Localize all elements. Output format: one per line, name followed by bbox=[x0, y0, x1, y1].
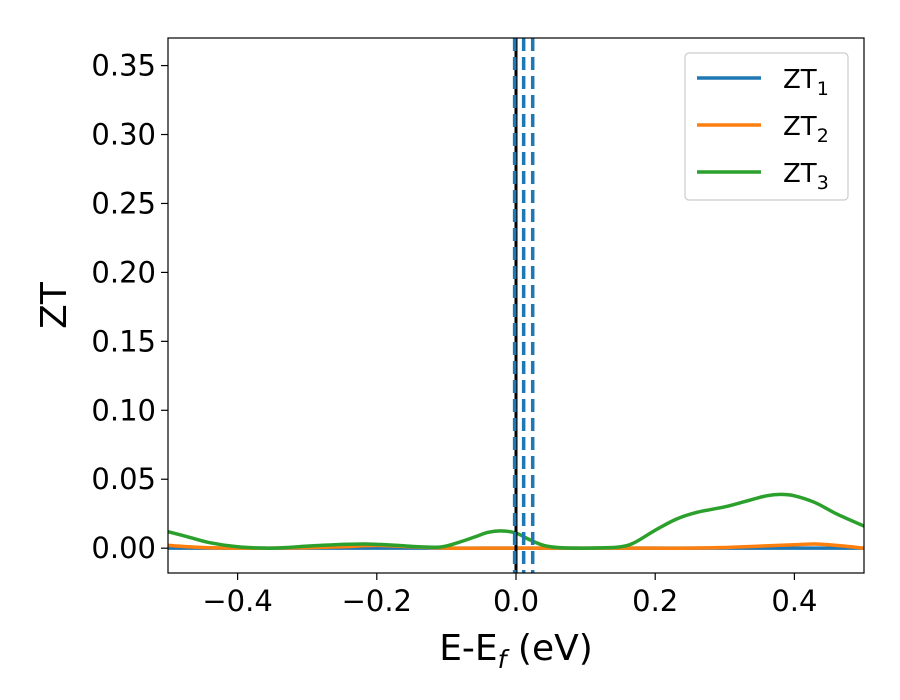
x-tick-label: 0.4 bbox=[771, 584, 817, 618]
legend: ZT1 ZT2 ZT3 bbox=[684, 52, 849, 201]
y-tick-label: 0.30 bbox=[91, 118, 156, 152]
y-axis-ticks: 0.00 0.05 0.10 0.15 0.20 0.25 0.30 0.35 bbox=[91, 49, 168, 565]
legend-label-1: ZT1 bbox=[783, 65, 829, 100]
y-tick-label: 0.35 bbox=[91, 49, 156, 83]
x-axis-label: E-Ef (eV) bbox=[439, 628, 593, 674]
x-tick-label: −0.4 bbox=[202, 584, 272, 618]
y-tick-label: 0.20 bbox=[91, 255, 156, 289]
legend-label-2: ZT2 bbox=[783, 112, 829, 147]
x-tick-label: 0.2 bbox=[632, 584, 678, 618]
x-axis-label-unit: (eV) bbox=[506, 628, 592, 669]
y-tick-label: 0.15 bbox=[91, 324, 156, 358]
vline-layer bbox=[512, 38, 535, 573]
x-axis-ticks: −0.4 −0.2 0.0 0.2 0.4 bbox=[202, 573, 817, 618]
x-tick-label: 0.0 bbox=[493, 584, 539, 618]
y-tick-label: 0.00 bbox=[91, 531, 156, 565]
x-axis-label-main: E-E bbox=[439, 628, 497, 669]
x-tick-label: −0.2 bbox=[342, 584, 412, 618]
y-tick-label: 0.25 bbox=[91, 186, 156, 220]
legend-box bbox=[684, 52, 849, 201]
y-tick-label: 0.05 bbox=[91, 462, 156, 496]
y-tick-label: 0.10 bbox=[91, 393, 156, 427]
y-axis-label: ZT bbox=[34, 281, 75, 329]
legend-label-3: ZT3 bbox=[783, 159, 829, 194]
